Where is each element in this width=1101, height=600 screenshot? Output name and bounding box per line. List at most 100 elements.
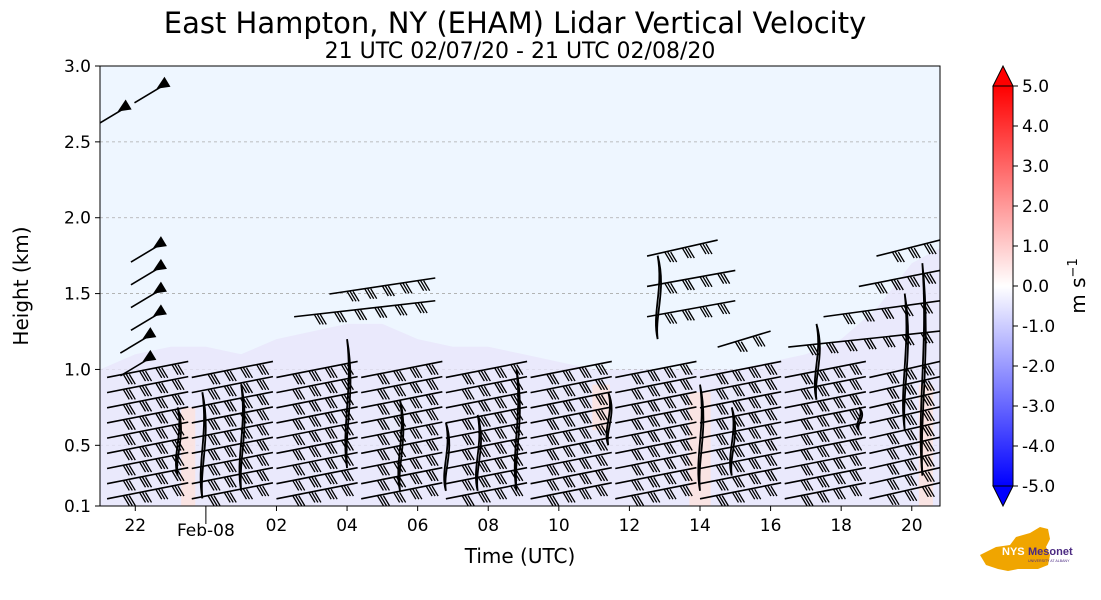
barb-feather <box>210 495 218 506</box>
barb-feather <box>594 455 603 467</box>
barb-feather <box>226 385 234 397</box>
barb-feather <box>549 495 557 506</box>
barb-feather <box>630 373 639 385</box>
barb-feather <box>467 464 475 476</box>
wind-barb <box>699 391 782 415</box>
barb-feather <box>568 416 576 427</box>
wind-barb <box>784 360 867 385</box>
barb-feather <box>549 480 557 491</box>
barb-feather <box>229 401 237 412</box>
barb-feather <box>480 476 488 488</box>
barb-feather <box>653 370 661 382</box>
barb-feather <box>633 434 642 446</box>
barb-feather <box>663 367 671 379</box>
barb-feather <box>155 382 163 394</box>
barb-feather <box>516 364 524 375</box>
barb-shaft <box>361 482 443 500</box>
barb-feather <box>751 473 759 485</box>
barb-feather <box>896 279 904 291</box>
wind-barb <box>530 466 612 491</box>
barb-feather <box>685 440 693 451</box>
barb-feather <box>892 403 900 415</box>
barb-feather <box>684 279 692 291</box>
barb-feather <box>907 490 915 502</box>
barb-feather <box>630 464 639 476</box>
wind-barb <box>784 466 867 491</box>
barb-feather <box>852 394 860 406</box>
barb-feather <box>803 404 811 415</box>
barb-feather <box>141 401 150 412</box>
barb-feather <box>382 449 390 461</box>
barb-feather <box>513 485 521 497</box>
barb-feather <box>229 370 237 382</box>
velocity-contour <box>475 414 482 492</box>
barb-feather <box>929 273 937 284</box>
barb-feather <box>417 302 425 314</box>
barb-feather <box>292 373 300 385</box>
barb-shaft <box>615 451 697 470</box>
barb-feather <box>346 455 354 467</box>
wind-barb <box>615 466 697 491</box>
barb-feather <box>376 449 384 461</box>
barb-feather <box>734 431 743 443</box>
barb-feather <box>461 389 469 400</box>
barb-feather <box>144 370 153 382</box>
barb-feather <box>650 476 658 488</box>
barb-feather <box>600 440 609 451</box>
barb-feather <box>565 416 573 427</box>
barb-feather <box>715 404 723 415</box>
barb-feather <box>877 282 885 294</box>
barb-shaft <box>699 406 782 424</box>
barb-feather <box>835 443 843 455</box>
barb-feather <box>568 370 576 382</box>
barb-feather <box>861 311 869 322</box>
barb-feather <box>803 464 811 476</box>
barb-feather <box>144 461 153 473</box>
barb-feather <box>467 434 475 446</box>
barb-feather <box>311 370 319 382</box>
barb-feather <box>295 389 303 400</box>
barb-feather <box>734 476 743 488</box>
barb-feather <box>888 336 896 348</box>
barb-feather <box>336 311 345 323</box>
y-axis-ticks: 0.1 0.5 1.0 1.5 2.0 2.5 3.0 <box>64 57 100 517</box>
barb-feather <box>324 488 332 500</box>
barb-feather <box>731 492 740 503</box>
barb-feather <box>650 401 658 412</box>
barb-feather <box>806 389 814 400</box>
barb-feather <box>926 303 934 314</box>
barb-feather <box>924 365 932 376</box>
barb-feather <box>863 338 871 350</box>
barb-feather <box>852 440 860 451</box>
barb-feather <box>382 404 390 415</box>
barb-feather <box>584 367 592 379</box>
barb-feather <box>311 461 319 473</box>
barb-feather <box>414 302 422 314</box>
barb-feather <box>340 485 348 497</box>
wind-barb-upper <box>788 330 940 356</box>
barb-feather <box>679 394 687 406</box>
barb-shaft <box>699 482 782 500</box>
wind-barb <box>869 375 940 399</box>
barb-feather <box>431 364 439 375</box>
barb-feather <box>420 302 428 314</box>
barb-feather <box>497 397 505 409</box>
barb-feather <box>886 403 894 415</box>
wind-barb <box>869 391 940 415</box>
barb-feather <box>324 458 332 470</box>
barb-feather <box>431 455 439 467</box>
barb-feather <box>653 401 661 412</box>
barb-feather <box>679 455 687 467</box>
barb-feather <box>497 443 505 455</box>
barb-feather <box>910 475 918 486</box>
barb-feather <box>748 382 756 394</box>
barb-feather <box>685 379 693 391</box>
barb-feather <box>464 449 472 461</box>
barb-shaft <box>699 421 782 439</box>
barb-feather <box>715 419 723 431</box>
barb-feather <box>125 404 133 415</box>
barb-feather <box>832 382 840 394</box>
barb-feather <box>669 367 677 379</box>
barb-feather <box>721 495 729 506</box>
wind-barb <box>276 482 358 506</box>
